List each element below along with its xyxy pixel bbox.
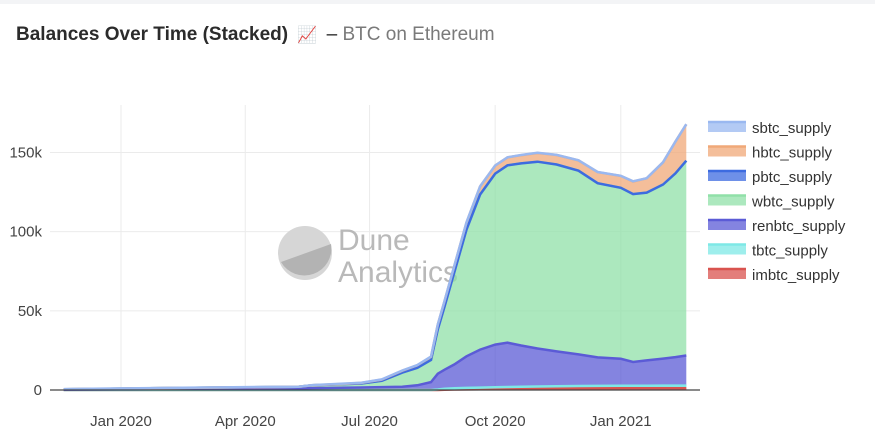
y-tick-label-1: 50k	[18, 303, 43, 320]
legend-item-hbtc_supply[interactable]: hbtc_supply	[708, 145, 833, 162]
x-tick-label-2: Jul 2020	[341, 413, 398, 430]
watermark-line2: Analytics	[338, 256, 458, 289]
legend: sbtc_supply hbtc_supply pbtc_supply wbtc_su…	[708, 120, 846, 284]
area-renbtc_supply[interactable]	[63, 342, 687, 390]
y-tick-label-3: 150k	[9, 145, 42, 162]
x-tick-label-3: Oct 2020	[465, 413, 526, 430]
y-axis-ticks: 0 50k 100k 150k	[9, 145, 42, 400]
legend-label-wbtc_supply: wbtc_supply	[751, 194, 835, 211]
legend-item-tbtc_supply[interactable]: tbtc_supply	[708, 243, 828, 260]
watermark-line1: Dune	[338, 224, 410, 257]
legend-swatch-tbtc_supply	[708, 244, 746, 255]
legend-label-sbtc_supply: sbtc_supply	[752, 120, 832, 137]
x-axis-ticks: Jan 2020 Apr 2020 Jul 2020 Oct 2020 Jan 2021	[90, 413, 652, 430]
legend-label-tbtc_supply: tbtc_supply	[752, 243, 828, 260]
legend-label-renbtc_supply: renbtc_supply	[752, 218, 846, 235]
chart-title-text: Balances Over Time (Stacked)	[16, 24, 289, 45]
x-tick-label-0: Jan 2020	[90, 413, 152, 430]
area-wbtc_supply[interactable]	[63, 160, 687, 390]
chart-title: Balances Over Time (Stacked) 📈 – BTC on …	[16, 24, 495, 46]
chart-subtitle: BTC on Ethereum	[342, 24, 495, 45]
line-sbtc_supply	[63, 123, 688, 391]
x-tick-label-1: Apr 2020	[215, 413, 276, 430]
legend-swatch-sbtc_supply	[708, 122, 746, 132]
legend-swatch-renbtc_supply	[708, 220, 746, 230]
legend-label-hbtc_supply: hbtc_supply	[752, 145, 833, 162]
legend-item-renbtc_supply[interactable]: renbtc_supply	[708, 218, 846, 235]
legend-item-pbtc_supply[interactable]: pbtc_supply	[708, 169, 833, 186]
legend-item-sbtc_supply[interactable]: sbtc_supply	[708, 120, 832, 137]
title-separator: –	[326, 24, 338, 45]
line-renbtc_supply	[63, 341, 687, 391]
x-tick-label-4: Jan 2021	[590, 413, 652, 430]
legend-swatch-imbtc_supply	[708, 269, 746, 279]
dune-analytics-watermark: Dune Analytics	[278, 224, 458, 289]
legend-label-imbtc_supply: imbtc_supply	[752, 267, 840, 284]
y-tick-label-2: 100k	[9, 224, 42, 241]
legend-item-imbtc_supply[interactable]: imbtc_supply	[708, 267, 840, 284]
dune-logo-shade	[281, 244, 332, 276]
y-tick-label-0: 0	[34, 382, 42, 399]
chart-emoji-icon: 📈	[297, 27, 318, 44]
legend-label-pbtc_supply: pbtc_supply	[752, 169, 833, 186]
legend-item-wbtc_supply[interactable]: wbtc_supply	[708, 194, 835, 211]
legend-swatch-hbtc_supply	[708, 146, 746, 157]
top-border	[0, 0, 875, 4]
legend-swatch-pbtc_supply	[708, 171, 746, 181]
legend-swatch-wbtc_supply	[708, 195, 746, 206]
